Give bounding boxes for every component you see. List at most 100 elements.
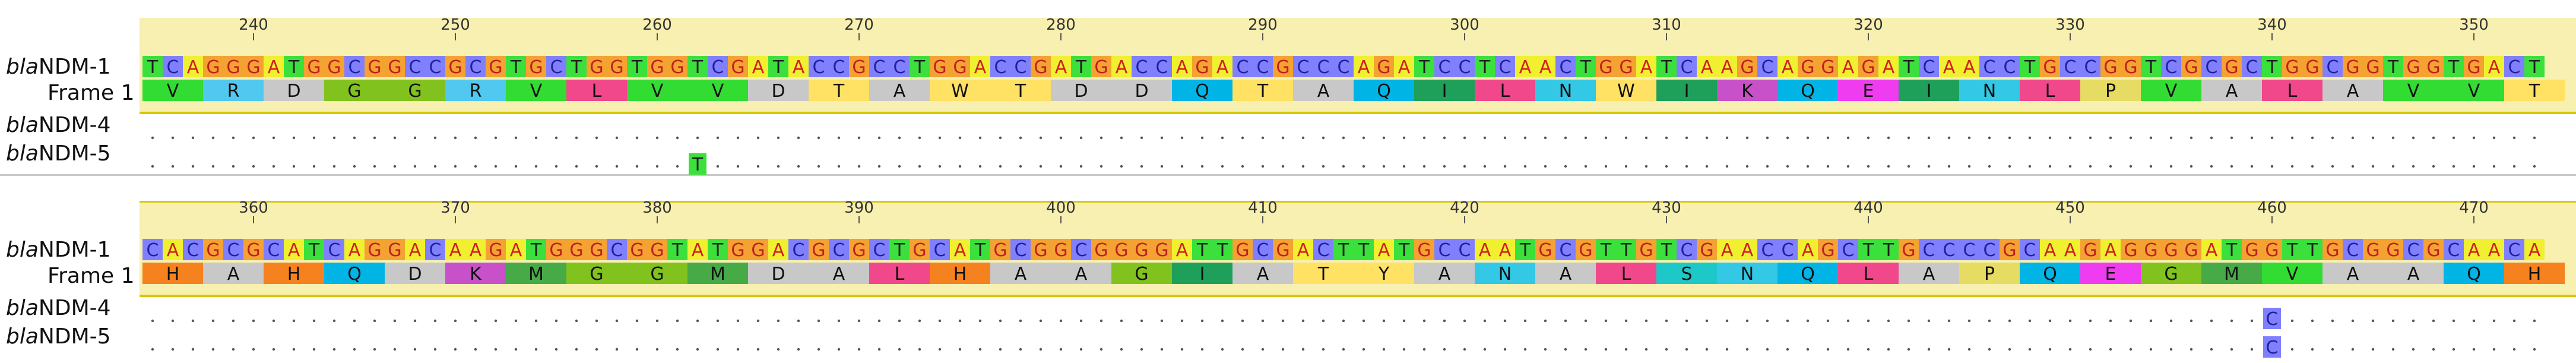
identity-dot <box>635 165 639 168</box>
variant-mismatch-cell <box>689 153 706 175</box>
nucleotide-letter: A <box>1398 57 1411 78</box>
amino-acid-letter: Y <box>1378 264 1390 285</box>
identity-dot <box>1200 165 1204 168</box>
nucleotide-cell <box>1414 239 1434 260</box>
identity-dot <box>151 165 154 168</box>
identity-dot <box>575 348 578 351</box>
identity-dot <box>1402 319 1406 323</box>
nucleotide-letter: C <box>1459 57 1471 78</box>
identity-dot <box>797 165 800 168</box>
identity-dot <box>676 319 679 323</box>
identity-dot <box>978 319 982 323</box>
identity-dot <box>191 319 195 323</box>
identity-dot <box>756 319 760 323</box>
amino-acid-letter: D <box>1135 81 1148 102</box>
nucleotide-cell <box>2060 56 2080 77</box>
nucleotide-cell <box>1838 56 1858 77</box>
nucleotide-cell <box>1535 239 1555 260</box>
nucleotide-letter: T <box>1479 57 1491 78</box>
identity-dot <box>877 348 881 351</box>
identity-dot <box>1079 348 1083 351</box>
nucleotide-letter: G <box>2325 240 2339 261</box>
nucleotide-letter: G <box>590 57 603 78</box>
nucleotide-letter: T <box>2024 57 2036 78</box>
identity-dot <box>1463 319 1466 323</box>
identity-dot <box>1604 348 1608 351</box>
identity-dot <box>1322 136 1325 140</box>
nucleotide-cell <box>546 239 566 260</box>
nucleotide-letter: T <box>1883 240 1894 261</box>
variant-label-ndm5-block-2: blaNDM-5 <box>6 324 111 349</box>
identity-dot <box>1483 165 1487 168</box>
nucleotide-cell <box>566 239 587 260</box>
amino-acid-letter: T <box>1317 264 1329 285</box>
nucleotide-cell <box>1535 56 1555 77</box>
nucleotide-letter: T <box>2448 57 2460 78</box>
nucleotide-letter: A <box>1519 57 1532 78</box>
identity-dot <box>2250 165 2254 168</box>
amino-acid-cell <box>930 263 990 284</box>
identity-dot <box>615 348 619 351</box>
identity-dot <box>1988 348 1991 351</box>
ruler-label: 320 <box>1853 16 1883 34</box>
identity-dot <box>1907 319 1910 323</box>
amino-acid-cell <box>2201 263 2262 284</box>
nucleotide-cell <box>1232 56 1253 77</box>
nucleotide-cell <box>2222 56 2242 77</box>
nucleotide-cell <box>1071 239 1091 260</box>
nucleotide-letter: G <box>2164 240 2178 261</box>
variant-label-ndm4-block-2: blaNDM-4 <box>6 296 111 320</box>
identity-dot <box>615 319 619 323</box>
nucleotide-cell <box>1495 56 1515 77</box>
nucleotide-cell <box>1091 56 1111 77</box>
nucleotide-letter: A <box>409 240 422 261</box>
nucleotide-letter: G <box>650 240 664 261</box>
identity-dot <box>1967 348 1971 351</box>
variant-label-italic: bla <box>6 113 39 137</box>
identity-dot <box>2129 136 2133 140</box>
amino-acid-cell <box>809 263 869 284</box>
nucleotide-cell <box>1697 56 1717 77</box>
nucleotide-cell <box>1152 239 1172 260</box>
identity-dot <box>1766 348 1769 351</box>
nucleotide-cell <box>910 239 930 260</box>
identity-dot <box>2230 348 2233 351</box>
nucleotide-cell <box>1818 239 1838 260</box>
nucleotide-letter: G <box>327 57 341 78</box>
nucleotide-letter: C <box>1015 57 1027 78</box>
identity-dot <box>2351 348 2355 351</box>
nucleotide-cell <box>1051 239 1071 260</box>
ruler-label: 350 <box>2459 16 2489 34</box>
identity-dot <box>373 165 376 168</box>
amino-acid-letter: A <box>1560 264 1572 285</box>
ruler-label: 280 <box>1046 16 1076 34</box>
nucleotide-letter: A <box>2488 240 2501 261</box>
amino-acid-cell <box>990 80 1051 101</box>
nucleotide-letter: G <box>529 57 543 78</box>
identity-dot <box>454 165 457 168</box>
nucleotide-letter: C <box>1317 240 1330 261</box>
identity-dot <box>211 165 215 168</box>
identity-dot <box>1261 165 1265 168</box>
identity-dot <box>2311 165 2314 168</box>
amino-acid-cell <box>1232 80 1293 101</box>
identity-dot <box>777 165 780 168</box>
amino-acid-cell <box>142 263 203 284</box>
identity-dot <box>1140 348 1143 351</box>
identity-dot <box>1019 319 1022 323</box>
nucleotide-letter: T <box>308 240 320 261</box>
nucleotide-cell <box>1031 239 1051 260</box>
nucleotide-letter: A <box>1479 240 1491 261</box>
ruler-label: 260 <box>642 16 672 34</box>
identity-dot <box>1624 136 1628 140</box>
nucleotide-cell <box>1798 239 1818 260</box>
nucleotide-letter: G <box>2043 57 2057 78</box>
identity-dot <box>2109 165 2112 168</box>
identity-dot <box>1019 136 1022 140</box>
nucleotide-cell <box>2403 56 2423 77</box>
nucleotide-cell <box>1475 56 1495 77</box>
nucleotide-cell <box>950 56 970 77</box>
nucleotide-letter: C <box>1075 240 1088 261</box>
identity-dot <box>474 136 477 140</box>
nucleotide-letter: G <box>1276 57 1289 78</box>
